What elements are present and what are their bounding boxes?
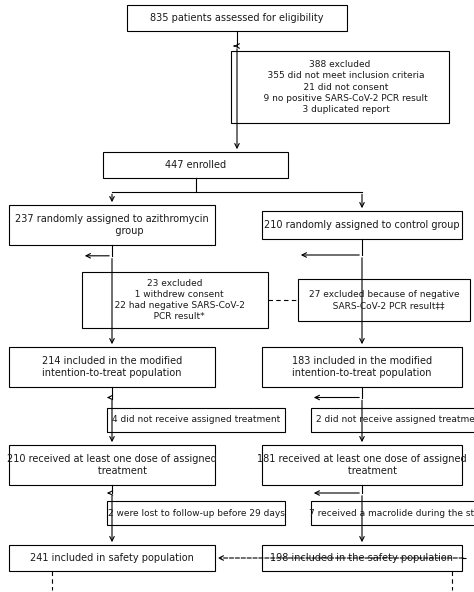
Text: 2 did not receive assigned treatment: 2 did not receive assigned treatment bbox=[316, 416, 474, 424]
Text: 183 included in the modified
intention-to-treat population: 183 included in the modified intention-t… bbox=[292, 356, 432, 378]
Bar bbox=[262, 545, 462, 571]
Bar bbox=[311, 408, 474, 432]
Text: 2 were lost to follow-up before 29 days: 2 were lost to follow-up before 29 days bbox=[108, 509, 284, 517]
Bar bbox=[298, 279, 470, 321]
Bar bbox=[262, 445, 462, 485]
Bar bbox=[9, 445, 215, 485]
Text: 181 received at least one dose of assigned
       treatment: 181 received at least one dose of assign… bbox=[257, 454, 467, 476]
Text: 447 enrolled: 447 enrolled bbox=[165, 160, 227, 170]
Text: 23 excluded
   1 withdrew consent
   22 had negative SARS-CoV-2
   PCR result*: 23 excluded 1 withdrew consent 22 had ne… bbox=[106, 279, 245, 321]
Bar bbox=[127, 5, 347, 31]
Bar bbox=[9, 347, 215, 387]
Bar bbox=[82, 272, 268, 328]
Text: 210 received at least one dose of assigned
       treatment: 210 received at least one dose of assign… bbox=[7, 454, 217, 476]
Bar bbox=[262, 211, 462, 239]
Text: 198 included in the safety population: 198 included in the safety population bbox=[271, 553, 454, 563]
Text: 237 randomly assigned to azithromycin
           group: 237 randomly assigned to azithromycin gr… bbox=[15, 214, 209, 236]
Text: 214 included in the modified
intention-to-treat population: 214 included in the modified intention-t… bbox=[42, 356, 182, 378]
Bar bbox=[107, 408, 285, 432]
Text: 241 included in safety population: 241 included in safety population bbox=[30, 553, 194, 563]
Text: 210 randomly assigned to control group: 210 randomly assigned to control group bbox=[264, 220, 460, 230]
Bar bbox=[262, 347, 462, 387]
Bar bbox=[231, 51, 449, 123]
Text: 388 excluded
    355 did not meet inclusion criteria
    21 did not consent
    : 388 excluded 355 did not meet inclusion … bbox=[252, 60, 428, 114]
Bar bbox=[9, 205, 215, 245]
Bar bbox=[107, 501, 285, 525]
Text: 835 patients assessed for eligibility: 835 patients assessed for eligibility bbox=[150, 13, 324, 23]
Text: 4 did not receive assigned treatment: 4 did not receive assigned treatment bbox=[112, 416, 280, 424]
Text: 7 received a macrolide during the study: 7 received a macrolide during the study bbox=[309, 509, 474, 517]
Bar bbox=[311, 501, 474, 525]
Bar bbox=[103, 152, 289, 178]
Bar bbox=[9, 545, 215, 571]
Text: 27 excluded because of negative
   SARS-CoV-2 PCR result‡‡: 27 excluded because of negative SARS-CoV… bbox=[309, 290, 459, 310]
